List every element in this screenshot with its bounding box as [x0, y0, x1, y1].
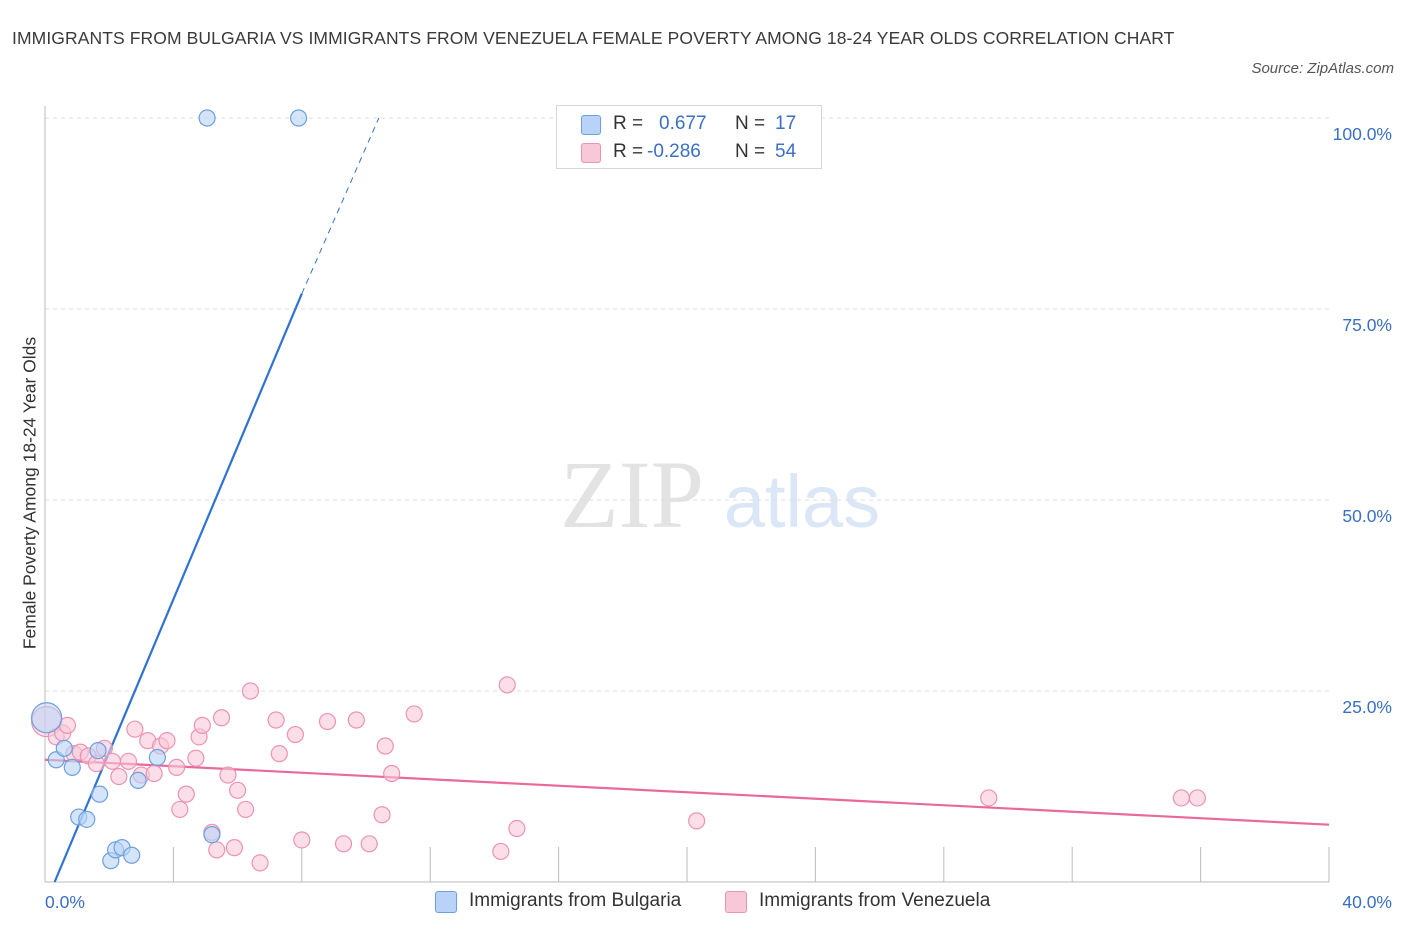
point-bulgaria	[89, 741, 107, 760]
trend-lines	[44, 117, 1330, 883]
point-venezuela	[219, 766, 237, 784]
point-venezuela	[508, 819, 526, 838]
gridlines	[45, 117, 1329, 692]
chart-title: IMMIGRANTS FROM BULGARIA VS IMMIGRANTS F…	[12, 28, 1175, 48]
point-venezuela	[187, 749, 205, 767]
point-bulgaria	[289, 109, 308, 127]
watermark: ZIP atlas	[560, 441, 880, 548]
point-venezuela	[347, 711, 365, 729]
point-venezuela	[980, 789, 998, 807]
point-venezuela	[334, 835, 353, 853]
point-venezuela	[270, 745, 288, 763]
point-venezuela	[251, 854, 269, 872]
point-venezuela	[145, 764, 163, 783]
y-tick-label: 25.0%	[1342, 697, 1392, 717]
venezuela-swatch	[581, 143, 601, 163]
point-venezuela	[267, 711, 285, 729]
point-venezuela	[237, 800, 255, 819]
legend-n-label: N =	[735, 113, 766, 134]
point-venezuela	[492, 842, 510, 861]
point-venezuela	[229, 781, 247, 799]
point-venezuela	[373, 806, 391, 824]
point-venezuela	[376, 737, 394, 755]
point-venezuela	[193, 716, 211, 734]
point-venezuela	[225, 839, 243, 857]
legend-n-label: N =	[735, 141, 766, 162]
legend-label-venezuela: Immigrants from Venezuela	[759, 890, 991, 911]
data-points	[31, 109, 1206, 872]
point-venezuela	[360, 835, 378, 853]
point-venezuela	[1188, 789, 1206, 807]
x-tick-label: 40.0%	[1342, 892, 1392, 912]
watermark-atlas: atlas	[724, 460, 880, 543]
trend-line-bulgaria	[53, 293, 303, 883]
y-tick-label: 50.0%	[1342, 506, 1392, 526]
point-bulgaria	[90, 785, 109, 803]
trend-line-venezuela	[44, 758, 1330, 826]
point-bulgaria	[148, 748, 166, 767]
point-venezuela	[498, 676, 516, 694]
point-venezuela	[383, 764, 401, 783]
point-bulgaria	[31, 702, 63, 734]
trend-extension-bulgaria	[301, 117, 380, 294]
point-bulgaria	[123, 846, 141, 864]
venezuela-swatch	[725, 891, 747, 913]
point-venezuela	[212, 709, 231, 727]
y-tick-label: 75.0%	[1342, 315, 1392, 335]
point-venezuela	[286, 725, 304, 744]
legend-label-bulgaria: Immigrants from Bulgaria	[469, 890, 682, 911]
point-venezuela	[103, 752, 122, 770]
point-venezuela	[110, 767, 128, 786]
point-venezuela	[177, 785, 195, 803]
legend-r-value-venezuela: -0.286	[647, 141, 701, 162]
point-venezuela	[1172, 789, 1190, 807]
point-venezuela	[126, 720, 144, 738]
legend-r-value-bulgaria: 0.677	[659, 113, 707, 134]
point-venezuela	[119, 752, 138, 770]
axis-ticks: 25.0% 50.0% 75.0% 100.0% 0.0% 40.0%	[45, 124, 1392, 912]
point-venezuela	[293, 831, 311, 849]
point-venezuela	[208, 841, 226, 859]
point-venezuela	[158, 732, 176, 750]
bulgaria-swatch	[581, 115, 601, 135]
point-bulgaria	[63, 758, 81, 777]
point-venezuela	[171, 800, 189, 819]
legend-n-value-bulgaria: 17	[775, 113, 797, 134]
point-bulgaria	[203, 826, 221, 844]
point-venezuela	[688, 812, 706, 830]
point-venezuela	[405, 705, 423, 723]
y-tick-label: 100.0%	[1333, 124, 1392, 144]
point-venezuela	[241, 682, 260, 700]
stats-legend: R = 0.677 N = 17 R = -0.286 N = 54	[556, 105, 822, 169]
point-bulgaria	[55, 739, 73, 757]
legend-n-value-venezuela: 54	[775, 141, 797, 162]
x-tick-label: 0.0%	[45, 892, 85, 912]
point-bulgaria	[198, 109, 216, 127]
source-label: Source: ZipAtlas.com	[1251, 60, 1394, 77]
legend-r-label: R =	[613, 113, 644, 134]
watermark-zip: ZIP	[560, 441, 704, 548]
point-venezuela	[318, 712, 337, 731]
point-bulgaria	[78, 810, 96, 828]
legend-r-label: R =	[613, 141, 644, 162]
bulgaria-swatch	[435, 891, 457, 913]
point-venezuela	[168, 758, 186, 777]
point-bulgaria	[129, 771, 147, 789]
